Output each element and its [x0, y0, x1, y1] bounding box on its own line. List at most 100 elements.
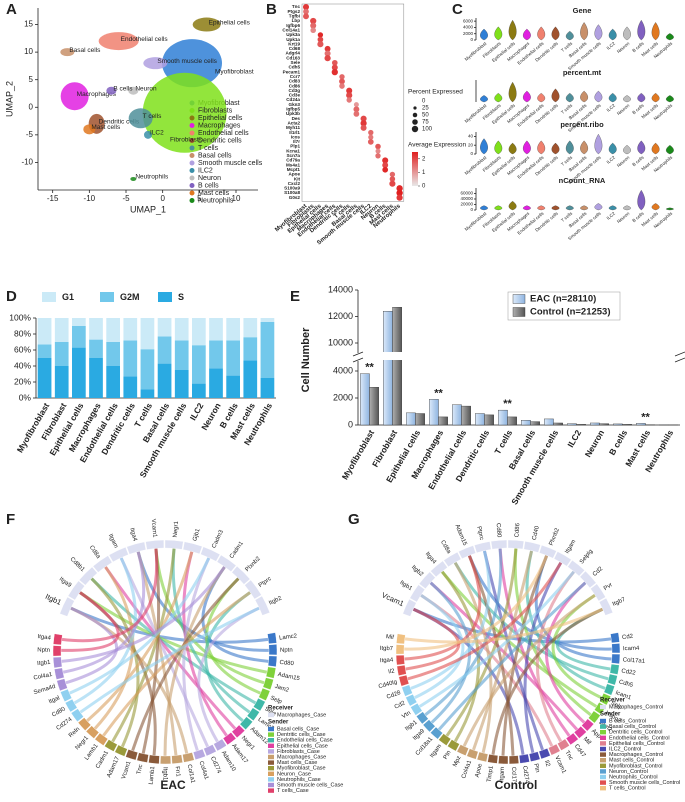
x-tick-label: Myofibroblast: [340, 428, 377, 481]
ribbon: [445, 548, 518, 737]
x-axis-label: UMAP_1: [130, 204, 166, 214]
dot: [317, 41, 324, 48]
gene-label: Plp1: [290, 144, 300, 149]
legend-swatch: [600, 741, 606, 746]
annotation: **: [365, 362, 374, 374]
bar-segment: [140, 389, 155, 398]
bar-break: [382, 352, 403, 360]
dot: [331, 68, 338, 76]
legend-label: Fibroblasts: [198, 107, 233, 114]
receiver-arc: [92, 555, 113, 573]
legend-frame: [507, 291, 621, 321]
gene-label: Col4a1: [197, 761, 209, 782]
violin: [537, 93, 546, 103]
violin: [623, 205, 631, 211]
legend-label: Dentritic cells_Case: [277, 732, 326, 738]
gene-label: Cd2: [592, 566, 605, 578]
gene-label: Vcam1: [380, 590, 405, 608]
sender-arc: [518, 753, 530, 764]
y-tick-label: 40000: [460, 196, 473, 201]
sender-arc: [267, 632, 277, 644]
dot: [396, 194, 403, 201]
ribbon: [78, 591, 268, 674]
dot: [310, 22, 317, 29]
violin: [608, 142, 617, 155]
ribbon: [182, 557, 211, 752]
sender-arc: [538, 748, 551, 760]
legend-swatch: [512, 307, 526, 317]
bar-segment: [72, 318, 86, 326]
violin: [565, 205, 574, 211]
violin: [494, 205, 503, 211]
x-tick-label: B cells: [607, 428, 629, 457]
gene-label: Scn7a: [286, 153, 300, 158]
sender-arc: [565, 732, 579, 746]
violin: [565, 93, 574, 103]
violin: [651, 142, 660, 155]
y-tick-label: 4000: [463, 25, 474, 30]
legend-swatch: [600, 724, 606, 729]
panel-letter: B: [266, 1, 277, 18]
bar-segment: [140, 349, 155, 390]
y-tick-label: 0: [470, 37, 473, 42]
y-tick-label: 20000: [460, 202, 473, 207]
gene-label: Myh11: [286, 125, 300, 130]
gene-label: Adam10: [220, 750, 237, 773]
dot: [375, 148, 381, 154]
sender-arc: [498, 755, 509, 765]
legend-swatch: [268, 777, 274, 782]
legend-label: Myofibroblast_Control: [609, 763, 663, 769]
y-tick-label: 10000: [328, 337, 353, 347]
gene-label: Nptn: [37, 648, 50, 654]
bar-segment: [260, 318, 275, 322]
gene-label: Itgb1: [44, 592, 63, 607]
sender-arc: [396, 633, 406, 645]
receiver-arc: [126, 541, 147, 555]
gene-label: Cdh5: [289, 65, 301, 70]
x-tick-label: -10: [84, 194, 96, 203]
bar: [429, 399, 439, 426]
gene-label: Icos: [291, 134, 301, 139]
ribbon: [79, 606, 260, 714]
bar-segment: [192, 318, 206, 346]
gene-label: Cd68: [289, 46, 301, 51]
size-key: [412, 112, 418, 118]
sender-arc: [85, 725, 100, 739]
y-tick-label: 15: [24, 20, 33, 29]
cluster-label: Macrophages: [77, 91, 117, 98]
violin-category: Neuron: [616, 211, 631, 225]
dot: [310, 27, 316, 34]
gene-label: Adam17: [106, 755, 121, 778]
cluster: [142, 72, 227, 153]
gene-label: Itgam: [499, 767, 506, 782]
dot: [360, 124, 367, 131]
bar-segment: [89, 339, 103, 358]
bar: [599, 423, 609, 426]
bar-segment: [157, 363, 172, 398]
gene-label: Cd22: [621, 668, 637, 676]
sender-arc: [395, 644, 405, 655]
violin: [565, 140, 574, 155]
receiver-arc: [254, 595, 271, 616]
cluster: [128, 86, 139, 95]
violin-category: ILC2: [606, 41, 617, 51]
legend-label: Smooth muscle cells: [198, 160, 263, 167]
legend-swatch: [268, 754, 274, 760]
bar-segment: [140, 318, 155, 350]
legend-swatch: [600, 769, 606, 774]
y-tick-label: 0: [348, 419, 353, 429]
gene-label: Adam15: [277, 672, 301, 682]
receiver-arc: [402, 598, 417, 617]
gene-label: Itgb2: [410, 565, 424, 579]
gene-label: Tnc: [563, 750, 573, 762]
ribbon: [131, 577, 240, 752]
violin: [637, 93, 646, 103]
gene-label: Cd274: [209, 756, 222, 775]
size-key: [412, 119, 418, 125]
dot: [339, 74, 345, 80]
legend-swatch: [268, 743, 274, 748]
gene-label: Tgfbi: [289, 14, 300, 19]
ribbon: [523, 561, 563, 754]
legend-label: S: [178, 292, 184, 302]
violin: [494, 93, 503, 103]
